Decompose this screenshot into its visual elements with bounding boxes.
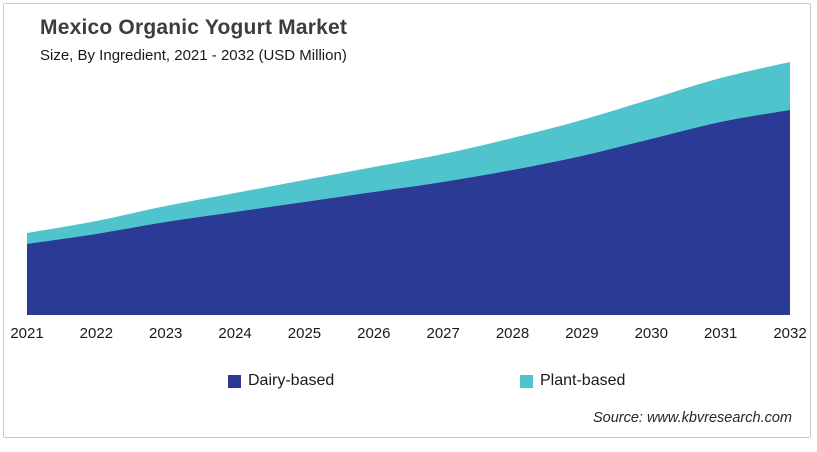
plant-based-swatch-icon: [520, 374, 533, 388]
chart-subtitle: Size, By Ingredient, 2021 - 2032 (USD Mi…: [40, 47, 347, 64]
chart-title: Mexico Organic Yogurt Market: [40, 16, 348, 39]
legend-item-plant-based[interactable]: Plant-based: [520, 372, 625, 390]
legend-label: Plant-based: [540, 372, 626, 389]
area-dairy-based: [27, 110, 790, 315]
legend-item-dairy-based[interactable]: Dairy-based: [228, 372, 334, 390]
dairy-based-swatch-icon: [228, 374, 241, 388]
legend-label: Dairy-based: [248, 372, 335, 389]
source-attribution: Source: www.kbvresearch.com: [592, 410, 792, 426]
